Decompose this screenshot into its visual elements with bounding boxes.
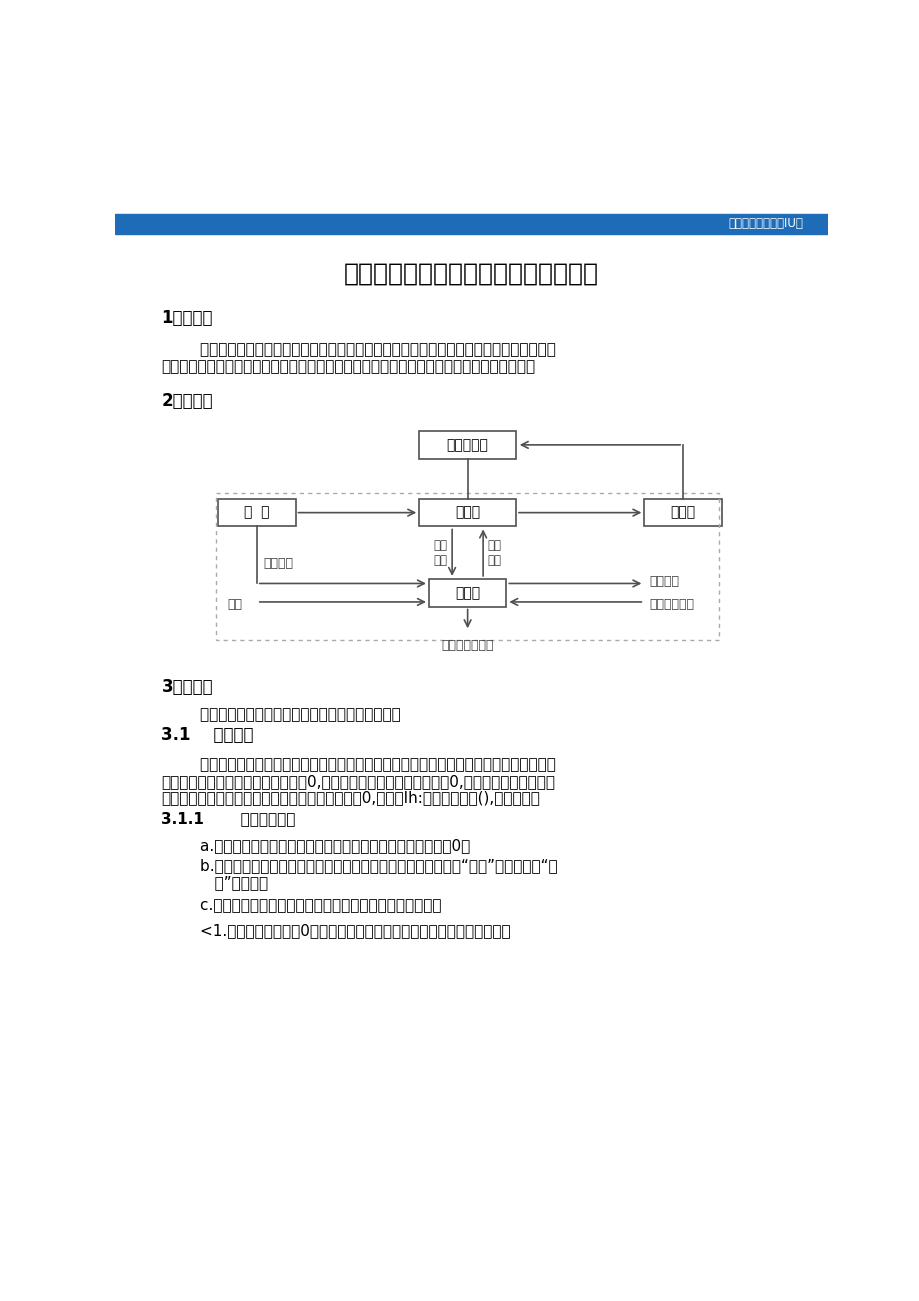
Text: a.检测到起动信号，且旁路接触器断开，参数限流倍数设置为0；: a.检测到起动信号，且旁路接触器断开，参数限流倍数设置为0；: [162, 838, 471, 853]
Text: 止时间的设定来实现停止方式的选择：停止时间为0,为硬停Ih:停止时间大于(),为软停止。: 止时间的设定来实现停止方式的选择：停止时间为0,为硬停Ih:停止时间大于(),为…: [162, 791, 539, 805]
Text: 建筑资朴下友就在IU司: 建筑资朴下友就在IU司: [728, 217, 802, 230]
Bar: [216, 493, 719, 640]
Text: <1.晶闸管触发角达到0度，即电机电压达到全压，起动完成触点闭合，使: <1.晶闸管触发角达到0度，即电机电压达到全压，起动完成触点闭合，使: [162, 922, 511, 938]
Text: 外部信号: 外部信号: [648, 575, 678, 588]
Text: 3.1.1       斜坡电压起动: 3.1.1 斜坡电压起动: [162, 811, 296, 826]
Text: 晶闸管: 晶闸管: [455, 506, 480, 519]
Text: b.由设定的起始电压计算出触发角度，发出晶闸管触发脉冲，息“停止”指示灯，亮“起: b.由设定的起始电压计算出触发角度，发出晶闸管触发脉冲，息“停止”指示灯，亮“起: [162, 859, 558, 873]
Text: 电  网: 电 网: [244, 506, 269, 519]
Text: 限制板: 限制板: [455, 585, 480, 600]
Bar: [115, 213, 827, 234]
Text: 来实现起动方式的选择：限流倍数为0,为斜坡电压起动；限流倍数大于0,为恒流起动。通过对停: 来实现起动方式的选择：限流倍数为0,为斜坡电压起动；限流倍数大于0,为恒流起动。…: [162, 774, 555, 788]
Text: 2组成框图: 2组成框图: [162, 392, 213, 410]
Text: 依据所设定的软起动或软停止方式及参数，限制品闸管的触发角度变更，变更电动机进线: 依据所设定的软起动或软停止方式及参数，限制品闸管的触发角度变更，变更电动机进线: [162, 342, 556, 358]
Text: 动”指示灯；: 动”指示灯；: [162, 876, 268, 890]
Text: 数码管、键盘: 数码管、键盘: [648, 597, 693, 610]
Text: 限制器按功能可以分为四个模块，分别分析如下：: 限制器按功能可以分为四个模块，分别分析如下：: [162, 708, 401, 722]
Text: 电流信号: 电流信号: [263, 557, 293, 570]
Text: 触发
脉冲: 触发 脉冲: [487, 539, 501, 567]
Text: 3.1    调整单元: 3.1 调整单元: [162, 726, 254, 744]
Bar: [218, 498, 295, 527]
Text: 3功能模块: 3功能模块: [162, 678, 213, 696]
Text: 电压，实现电动机的软起动或软停止。同时全程监测电动机电流，实现对电动机的多种爱护。: 电压，实现电动机的软起动或软停止。同时全程监测电动机电流，实现对电动机的多种爱护…: [162, 359, 535, 375]
Text: 工作方式分为四种：斜坡电压起动、恒流起动、硬停止、软停止。通过对限溢倍数的设定: 工作方式分为四种：斜坡电压起动、恒流起动、硬停止、软停止。通过对限溢倍数的设定: [162, 757, 556, 771]
Text: 电动机: 电动机: [670, 506, 695, 519]
Bar: [419, 431, 516, 459]
Bar: [419, 498, 516, 527]
Bar: [428, 579, 505, 606]
Text: 状态、故障指示: 状态、故障指示: [441, 639, 494, 652]
Bar: [643, 498, 721, 527]
Text: 电压
同步: 电压 同步: [433, 539, 447, 567]
Text: 低压电动机软起动装置限制器设计方案: 低压电动机软起动装置限制器设计方案: [344, 262, 598, 285]
Text: 1功能概述: 1功能概述: [162, 308, 213, 327]
Text: c.按设定的起动时间，逐步移动触发角度，增大电机电压；: c.按设定的起动时间，逐步移动触发角度，增大电机电压；: [162, 899, 441, 913]
Text: 旁路接触器: 旁路接触器: [447, 438, 488, 451]
Text: 电源: 电源: [227, 597, 242, 610]
